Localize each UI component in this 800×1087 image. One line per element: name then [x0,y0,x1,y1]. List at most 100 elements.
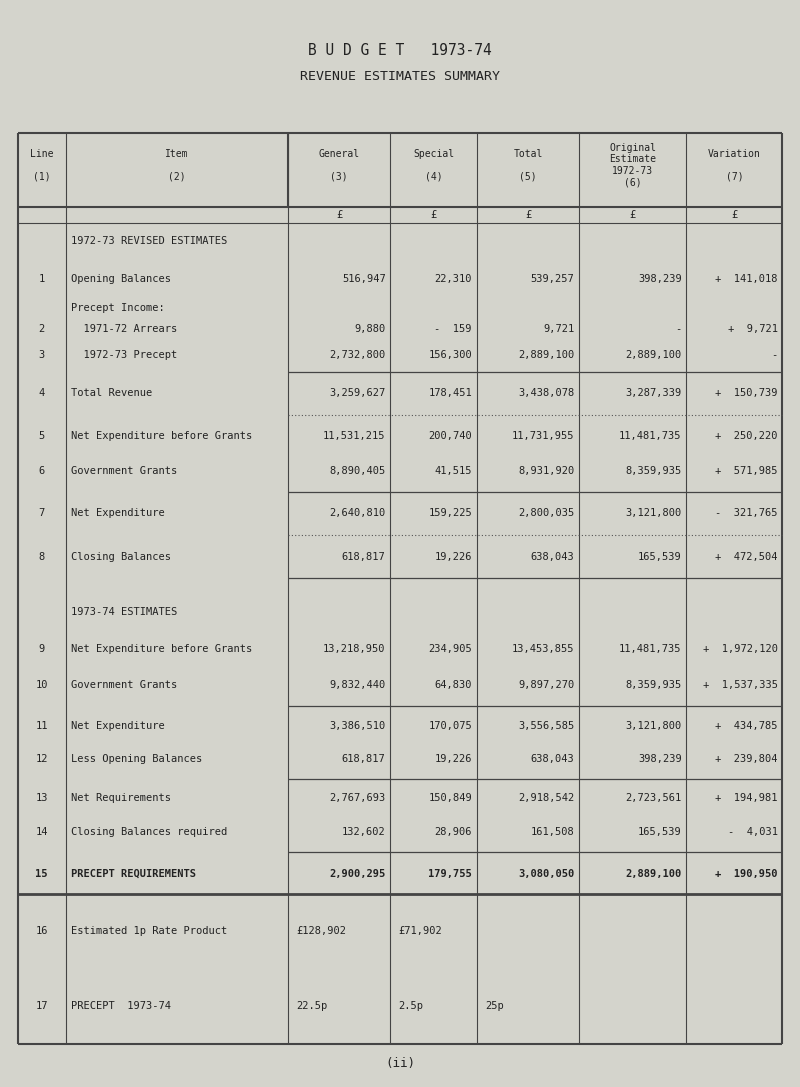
Text: 15: 15 [35,870,48,879]
Text: +  472,504: + 472,504 [715,551,778,562]
Text: 11,731,955: 11,731,955 [512,432,574,441]
Text: Precept Income:: Precept Income: [71,303,165,313]
Text: 638,043: 638,043 [530,551,574,562]
Text: 165,539: 165,539 [638,826,682,837]
Text: 234,905: 234,905 [428,645,472,654]
Text: 9,721: 9,721 [543,324,574,334]
Text: 3,438,078: 3,438,078 [518,388,574,398]
Text: 638,043: 638,043 [530,753,574,764]
Text: 398,239: 398,239 [638,753,682,764]
Text: 11,481,735: 11,481,735 [619,432,682,441]
Text: 28,906: 28,906 [434,826,472,837]
Text: Government Grants: Government Grants [71,679,178,689]
Text: 1973-74 ESTIMATES: 1973-74 ESTIMATES [71,608,178,617]
Text: 398,239: 398,239 [638,274,682,284]
Text: REVENUE ESTIMATES SUMMARY: REVENUE ESTIMATES SUMMARY [300,70,500,83]
Text: Net Requirements: Net Requirements [71,794,171,803]
Text: +  1,537,335: + 1,537,335 [702,679,778,689]
Text: 3,121,800: 3,121,800 [626,509,682,518]
Text: 618,817: 618,817 [342,551,386,562]
Text: 2,889,100: 2,889,100 [626,870,682,879]
Text: -  159: - 159 [434,324,472,334]
Text: 2,723,561: 2,723,561 [626,794,682,803]
Text: 2,800,035: 2,800,035 [518,509,574,518]
Text: 6: 6 [38,466,45,476]
Text: 25p: 25p [485,1001,503,1011]
Text: 16: 16 [35,926,48,936]
Text: 41,515: 41,515 [434,466,472,476]
Text: 159,225: 159,225 [428,509,472,518]
Text: 539,257: 539,257 [530,274,574,284]
Text: 9,880: 9,880 [354,324,386,334]
Text: 516,947: 516,947 [342,274,386,284]
Text: +  1,972,120: + 1,972,120 [702,645,778,654]
Text: £: £ [731,210,738,220]
Text: PRECEPT  1973-74: PRECEPT 1973-74 [71,1001,171,1011]
Text: 618,817: 618,817 [342,753,386,764]
Text: Net Expenditure before Grants: Net Expenditure before Grants [71,645,253,654]
Text: 3,386,510: 3,386,510 [330,721,386,730]
Text: Opening Balances: Opening Balances [71,274,171,284]
Text: +  250,220: + 250,220 [715,432,778,441]
Text: 3,556,585: 3,556,585 [518,721,574,730]
Text: +  571,985: + 571,985 [715,466,778,476]
Text: 2,767,693: 2,767,693 [330,794,386,803]
Text: +  9,721: + 9,721 [728,324,778,334]
Text: £71,902: £71,902 [398,926,442,936]
Text: 14: 14 [35,826,48,837]
Text: 8,931,920: 8,931,920 [518,466,574,476]
Text: Total

(5): Total (5) [514,149,542,182]
Text: +  434,785: + 434,785 [715,721,778,730]
Text: £128,902: £128,902 [296,926,346,936]
Text: 200,740: 200,740 [428,432,472,441]
Text: +  239,804: + 239,804 [715,753,778,764]
Text: 3,287,339: 3,287,339 [626,388,682,398]
Text: 150,849: 150,849 [428,794,472,803]
Text: 12: 12 [35,753,48,764]
Text: 2,918,542: 2,918,542 [518,794,574,803]
Text: -  321,765: - 321,765 [715,509,778,518]
Text: 1972-73 REVISED ESTIMATES: 1972-73 REVISED ESTIMATES [71,236,227,246]
Text: 1: 1 [38,274,45,284]
Text: 8,359,935: 8,359,935 [626,466,682,476]
Text: 179,755: 179,755 [428,870,472,879]
Text: 2,640,810: 2,640,810 [330,509,386,518]
Text: Special

(4): Special (4) [413,149,454,182]
Text: £: £ [630,210,636,220]
Text: Variation

(7): Variation (7) [708,149,761,182]
Text: (ii): (ii) [385,1057,415,1070]
Text: 4: 4 [38,388,45,398]
Text: -  4,031: - 4,031 [728,826,778,837]
Text: 13,453,855: 13,453,855 [512,645,574,654]
Text: 13: 13 [35,794,48,803]
Text: 8,890,405: 8,890,405 [330,466,386,476]
Text: -: - [771,350,778,360]
Text: Net Expenditure before Grants: Net Expenditure before Grants [71,432,253,441]
Text: 64,830: 64,830 [434,679,472,689]
Text: £: £ [525,210,531,220]
Text: 1972-73 Precept: 1972-73 Precept [71,350,178,360]
Text: +  150,739: + 150,739 [715,388,778,398]
Text: 9: 9 [38,645,45,654]
Text: +  190,950: + 190,950 [715,870,778,879]
Text: -: - [675,324,682,334]
Text: 17: 17 [35,1001,48,1011]
Text: 1971-72 Arrears: 1971-72 Arrears [71,324,178,334]
Text: 2,732,800: 2,732,800 [330,350,386,360]
Text: +  194,981: + 194,981 [715,794,778,803]
Text: 2: 2 [38,324,45,334]
Text: 161,508: 161,508 [530,826,574,837]
Text: 2,889,100: 2,889,100 [518,350,574,360]
Text: 22,310: 22,310 [434,274,472,284]
Text: Net Expenditure: Net Expenditure [71,509,165,518]
Text: Net Expenditure: Net Expenditure [71,721,165,730]
Text: 9,832,440: 9,832,440 [330,679,386,689]
Text: £: £ [430,210,437,220]
Text: 19,226: 19,226 [434,753,472,764]
Text: Closing Balances required: Closing Balances required [71,826,227,837]
Text: 3: 3 [38,350,45,360]
Text: General

(3): General (3) [318,149,360,182]
Text: 8: 8 [38,551,45,562]
Text: 3,259,627: 3,259,627 [330,388,386,398]
Text: 3,080,050: 3,080,050 [518,870,574,879]
